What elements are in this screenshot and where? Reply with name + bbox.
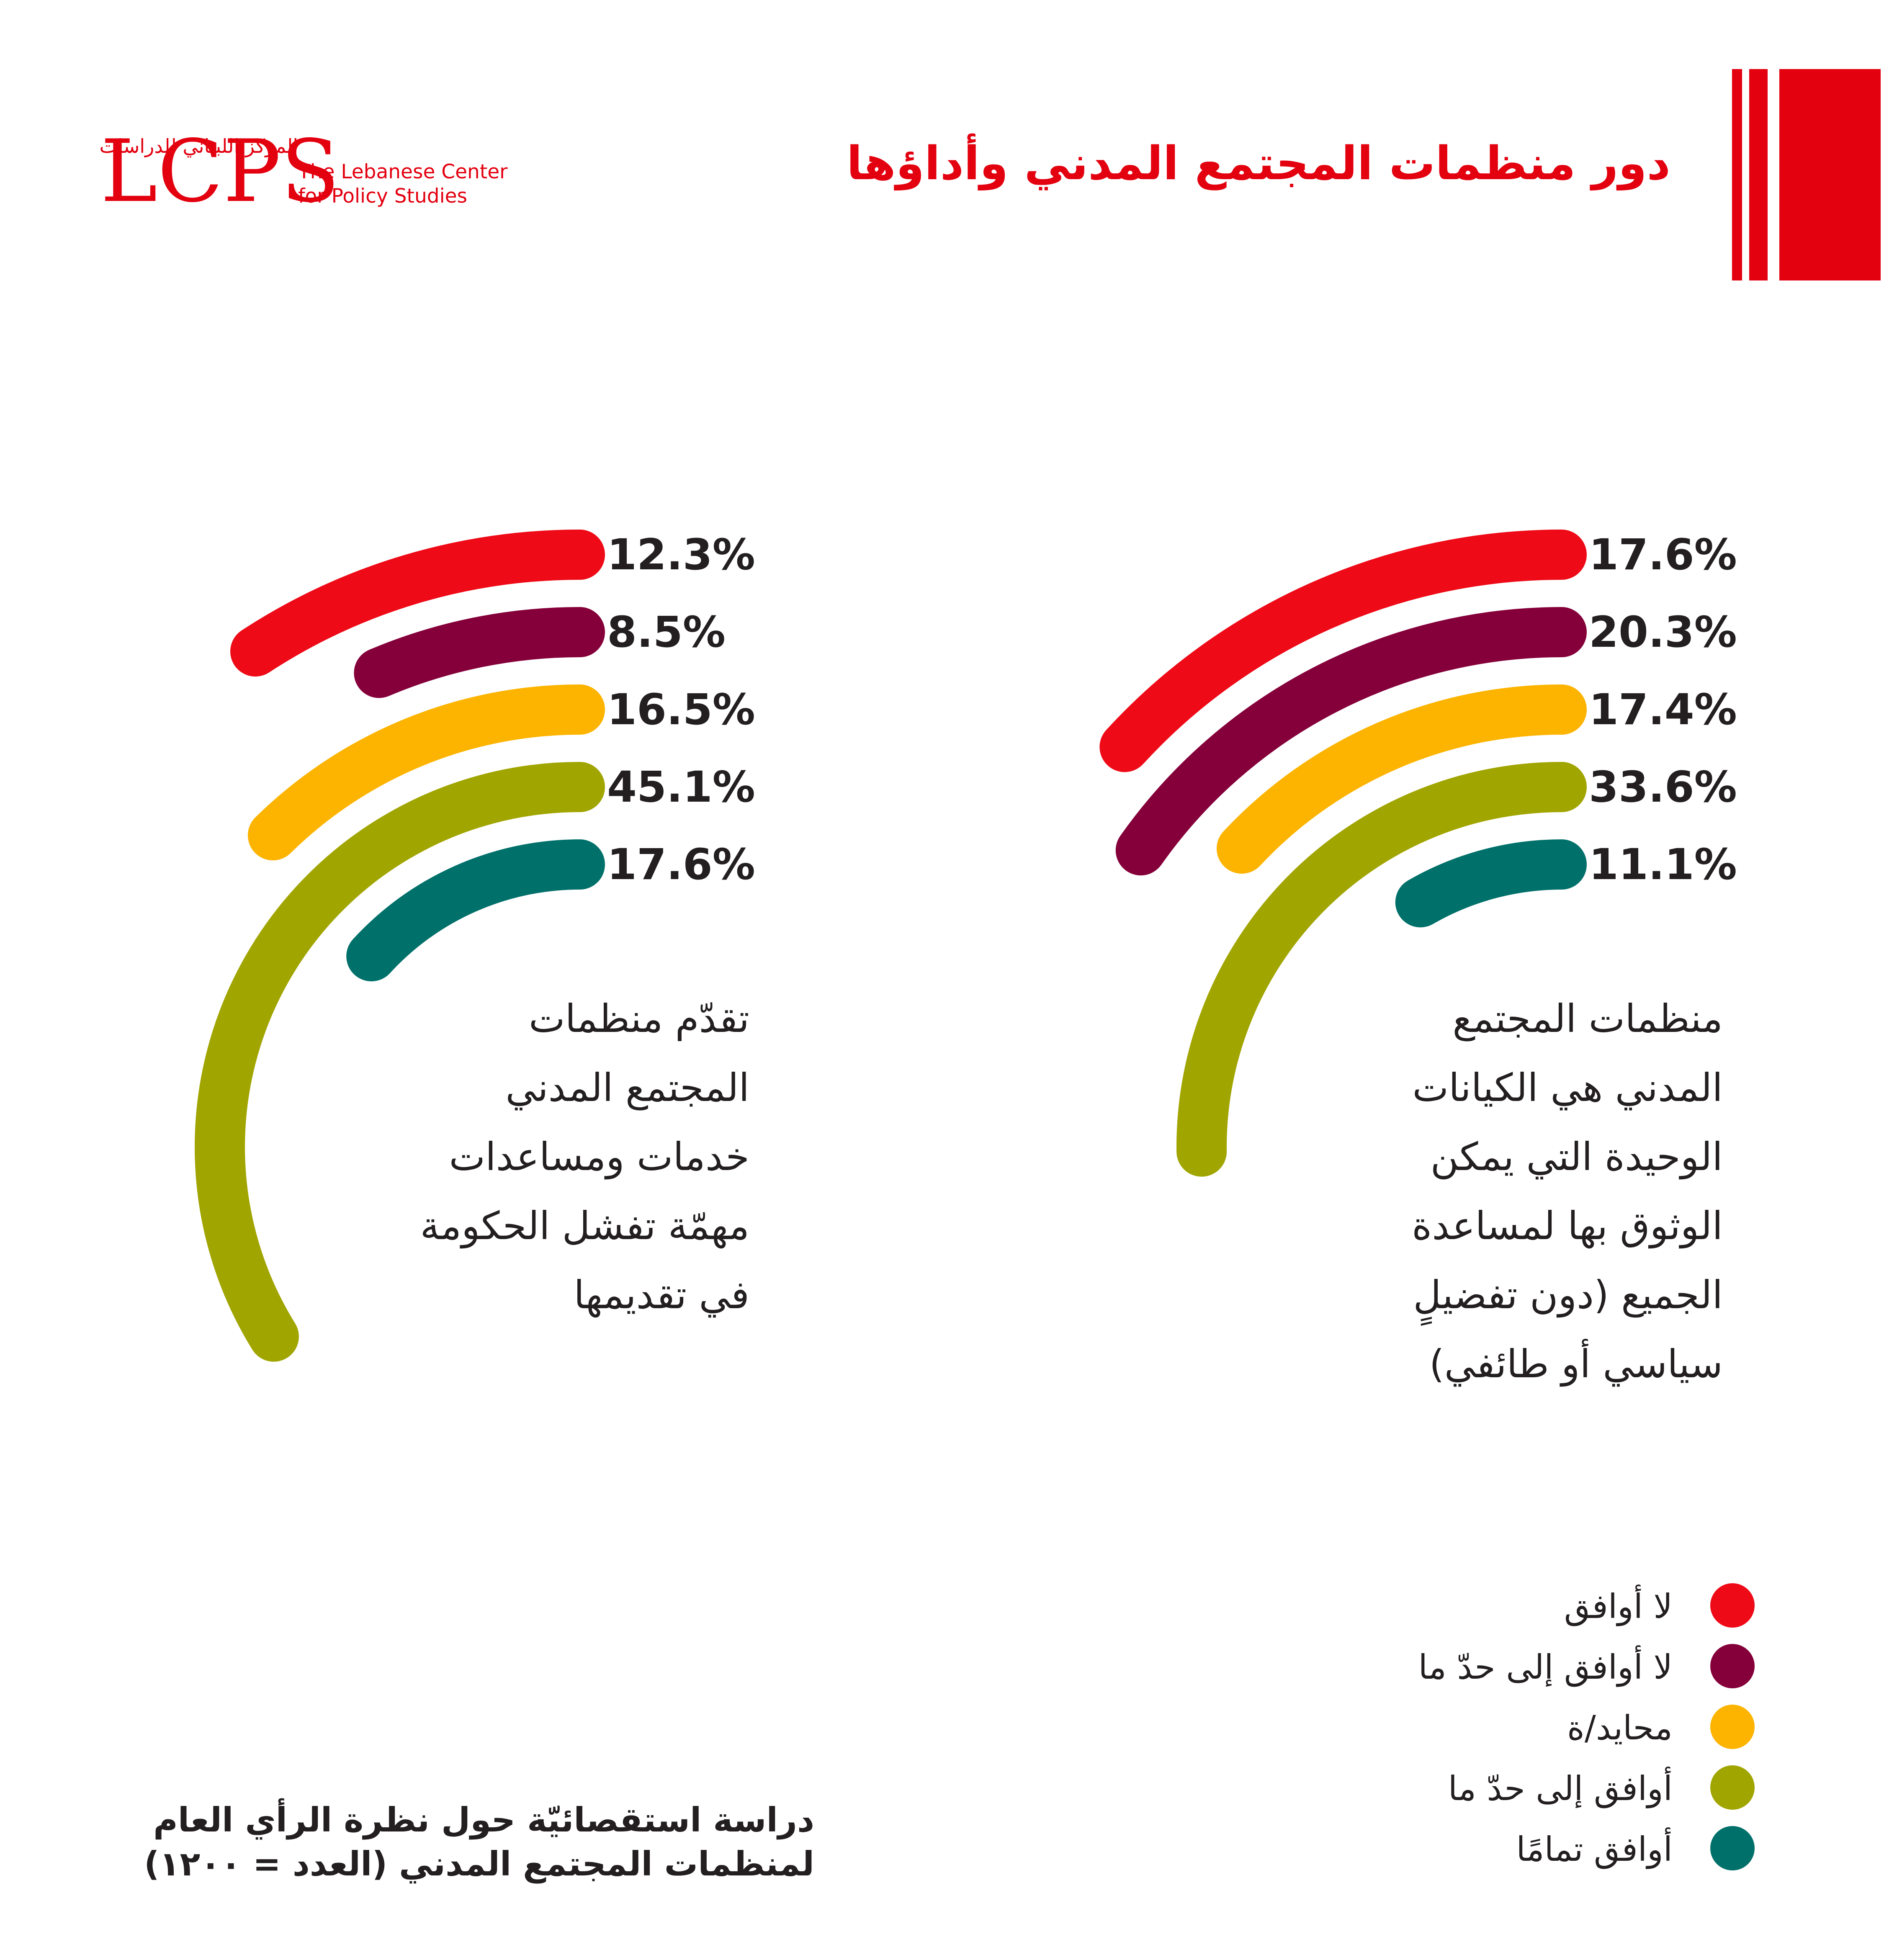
stripe-thin-2: [1749, 69, 1768, 280]
legend-swatch-disagree: [1710, 1583, 1755, 1628]
stripe-thin-1: [1732, 69, 1742, 280]
logo-org-english-2: for Policy Studies: [298, 185, 467, 208]
value-label-neutral: 17.4%: [1589, 685, 1737, 735]
question-line: تقدّم منظمات: [529, 996, 749, 1041]
value-label-strongly-agree: 11.1%: [1589, 840, 1737, 890]
logo-wordmark: LCPS: [100, 122, 340, 221]
question-line: المدني هي الكيانات: [1413, 1065, 1723, 1111]
question-line: الجميع (دون تفضيلٍ: [1413, 1273, 1723, 1326]
value-label-somewhat-agree: 33.6%: [1589, 762, 1737, 812]
question-line: خدمات ومساعدات: [449, 1134, 750, 1180]
question-line: سياسي أو طائفي): [1429, 1339, 1723, 1387]
value-label-somewhat-disagree: 20.3%: [1589, 607, 1737, 657]
value-label-somewhat-disagree: 8.5%: [607, 607, 726, 657]
legend-swatch-somewhat-disagree: [1710, 1644, 1755, 1688]
question-line: في تقديمها: [574, 1273, 749, 1318]
question-line: الوثوق بها لمساعدة: [1412, 1204, 1723, 1249]
page-title: دور منظمات المجتمع المدني وأداؤها: [847, 134, 1670, 190]
arc-somewhat-agree: [195, 762, 605, 1362]
legend-label-somewhat-agree: أوافق إلى حدّ ما: [1448, 1767, 1673, 1808]
value-label-strongly-agree: 17.6%: [607, 840, 755, 890]
footer-line-1: دراسة استقصائيّة حول نظرة الرأي العام: [153, 1798, 814, 1840]
arc-somewhat-disagree: [1115, 607, 1587, 876]
arc-somewhat-disagree: [354, 607, 605, 698]
decorative-stripes: [1732, 69, 1881, 280]
arc-somewhat-agree: [1176, 762, 1587, 1177]
value-label-disagree: 17.6%: [1589, 530, 1737, 580]
stripe-wide: [1779, 69, 1881, 280]
logo-org-english-1: The Lebanese Center: [298, 160, 508, 183]
footer-line-2: لمنظمات المجتمع المدني (العدد = ١٢٠٠): [144, 1844, 814, 1884]
legend: لا أوافق لا أوافق إلى حدّ ما محايد/ة أوافق …: [1418, 1583, 1755, 1870]
arc-strongly-agree: [346, 839, 605, 982]
arc-disagree: [1099, 530, 1587, 772]
legend-swatch-strongly-agree: [1710, 1826, 1755, 1870]
chart-civil-society-trust: 17.6% 20.3% 17.4% 33.6% 11.1% منظمات المجتمع ا…: [1099, 530, 1737, 1387]
question-line: مهمّة تفشل الحكومة: [420, 1204, 750, 1249]
logo: LCPS المركز اللبناني للدراسات The Lebane…: [100, 122, 508, 221]
arc-disagree: [230, 530, 605, 677]
footer: دراسة استقصائيّة حول نظرة الرأي العام لم…: [144, 1798, 814, 1884]
question-line: منظمات المجتمع: [1452, 996, 1723, 1042]
chart-services-provision: 12.3% 8.5% 16.5% 45.1% 17.6% تقدّم منظمات المج…: [195, 530, 755, 1362]
legend-label-disagree: لا أوافق: [1564, 1584, 1673, 1626]
value-label-disagree: 12.3%: [607, 530, 755, 580]
legend-label-neutral: محايد/ة: [1567, 1708, 1673, 1747]
question-line: المجتمع المدني: [505, 1065, 749, 1111]
arc-strongly-agree: [1395, 839, 1587, 928]
value-label-neutral: 16.5%: [607, 685, 755, 735]
legend-swatch-somewhat-agree: [1710, 1765, 1755, 1810]
legend-label-strongly-agree: أوافق تمامًا: [1516, 1827, 1673, 1869]
legend-swatch-neutral: [1710, 1705, 1755, 1749]
arc-neutral: [247, 684, 605, 861]
value-label-somewhat-agree: 45.1%: [607, 762, 755, 812]
legend-label-somewhat-disagree: لا أوافق إلى حدّ ما: [1418, 1645, 1673, 1687]
question-line: الوحيدة التي يمكن: [1431, 1134, 1723, 1180]
arc-neutral: [1217, 684, 1587, 874]
logo-org-arabic: المركز اللبناني للدراسات: [100, 135, 299, 158]
